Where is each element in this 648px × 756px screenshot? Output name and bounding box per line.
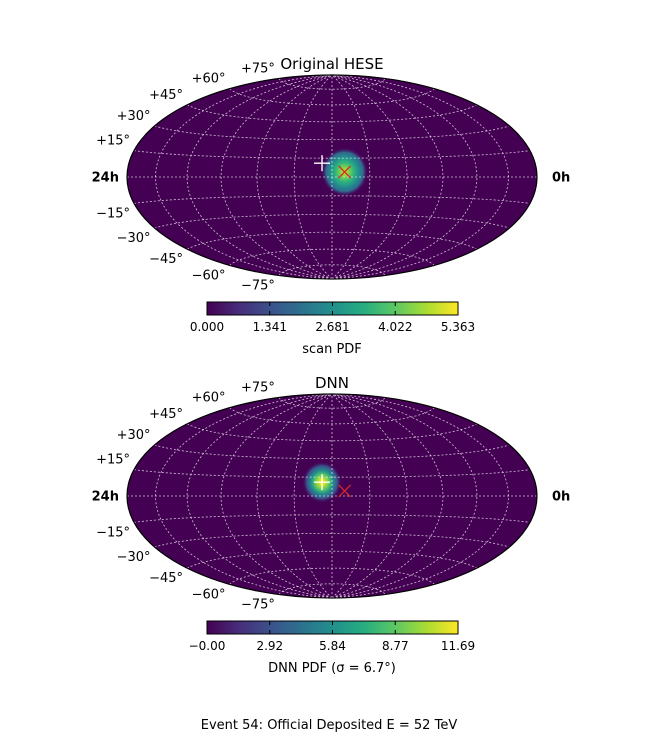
skymap-panel-original-hese: Original HESE 24h 0h +75° +60° +45° +30° +15… bbox=[92, 55, 571, 357]
dec-tick-labels: +75° +60° +45° +30° +15° −15° −30° −45° −60° −75° bbox=[96, 62, 275, 294]
colorbar-tick-label: 11.69 bbox=[441, 639, 475, 653]
colorbar-tick-label: −0.00 bbox=[189, 639, 226, 653]
dec-tick-label: +75° bbox=[241, 62, 275, 77]
dec-tick-label: −45° bbox=[149, 571, 183, 586]
colorbar: 0.000 1.341 2.681 4.022 5.363 scan PDF bbox=[190, 301, 475, 357]
red-x-marker bbox=[338, 165, 352, 179]
grid-meridian bbox=[155, 394, 333, 598]
dec-tick-label: −75° bbox=[241, 598, 275, 613]
map-outline bbox=[126, 74, 538, 280]
colorbar-label: DNN PDF (σ = 6.7°) bbox=[268, 661, 396, 676]
grid-meridian bbox=[220, 394, 333, 598]
colorbar-tick-label: 1.341 bbox=[253, 320, 287, 334]
grid-meridian bbox=[331, 394, 509, 598]
dec-tick-label: +75° bbox=[241, 381, 275, 396]
colorbar-tick-label: 5.84 bbox=[319, 639, 346, 653]
colorbar-tick-label: 2.92 bbox=[256, 639, 283, 653]
dec-tick-label: −60° bbox=[192, 587, 226, 602]
graticule bbox=[127, 394, 537, 598]
ra-label-left: 24h bbox=[92, 171, 119, 186]
colorbar: −0.00 2.92 5.84 8.77 11.69 DNN PDF (σ = 6.7°… bbox=[189, 620, 475, 676]
dec-tick-label: −15° bbox=[96, 525, 130, 540]
grid-meridian bbox=[220, 75, 333, 279]
grid-meridian bbox=[331, 394, 444, 598]
grid-meridian bbox=[293, 394, 333, 598]
dec-tick-label: +15° bbox=[96, 453, 130, 468]
ra-label-right: 0h bbox=[552, 490, 570, 505]
dec-tick-label: +15° bbox=[96, 134, 130, 149]
grid-meridian bbox=[256, 75, 333, 279]
panel-title: DNN bbox=[315, 374, 349, 392]
dec-tick-label: +45° bbox=[149, 407, 183, 422]
dec-tick-label: −60° bbox=[192, 268, 226, 283]
grid-meridian bbox=[331, 394, 408, 598]
grid-parallel bbox=[229, 88, 435, 106]
skymap-panel-dnn: DNN 24h 0h +75° +60° +45° +30° +15° −15° −30° −… bbox=[92, 374, 571, 676]
map-outline bbox=[126, 393, 538, 599]
dec-tick-label: −45° bbox=[149, 252, 183, 267]
dec-tick-label: −30° bbox=[117, 550, 151, 565]
colorbar-tick-label: 8.77 bbox=[382, 639, 409, 653]
white-plus-marker bbox=[314, 155, 331, 172]
skymap-plot bbox=[126, 393, 538, 599]
map-content bbox=[127, 75, 537, 279]
grid-meridian bbox=[331, 394, 371, 598]
ra-label-left: 24h bbox=[92, 490, 119, 505]
dec-tick-label: −30° bbox=[117, 231, 151, 246]
colorbar-tick-label: 0.000 bbox=[190, 320, 224, 334]
colorbar-label: scan PDF bbox=[302, 342, 362, 357]
grid-meridian bbox=[155, 75, 333, 279]
graticule bbox=[127, 75, 537, 279]
grid-meridian bbox=[331, 75, 371, 279]
dec-tick-label: −75° bbox=[241, 279, 275, 294]
white-plus-marker bbox=[314, 474, 331, 491]
figure-caption: Event 54: Official Deposited E = 52 TeV bbox=[201, 718, 458, 733]
grid-parallel bbox=[229, 407, 435, 425]
dec-tick-label: +60° bbox=[192, 391, 226, 406]
dec-tick-label: +60° bbox=[192, 72, 226, 87]
dec-tick-label: +45° bbox=[149, 88, 183, 103]
colorbar-ticks: 0.000 1.341 2.681 4.022 5.363 bbox=[190, 302, 475, 334]
dec-tick-label: +30° bbox=[117, 428, 151, 443]
red-x-marker bbox=[338, 484, 352, 498]
colorbar-tick-label: 4.022 bbox=[378, 320, 412, 334]
grid-meridian bbox=[331, 75, 408, 279]
dec-tick-labels: +75° +60° +45° +30° +15° −15° −30° −45° −60° −75° bbox=[96, 381, 275, 613]
panel-title: Original HESE bbox=[280, 55, 383, 73]
colorbar-tick-label: 5.363 bbox=[441, 320, 475, 334]
dec-tick-label: +30° bbox=[117, 109, 151, 124]
grid-meridian bbox=[256, 394, 333, 598]
colorbar-tick-label: 2.681 bbox=[315, 320, 349, 334]
grid-meridian bbox=[331, 75, 509, 279]
skymap-plot bbox=[126, 74, 538, 280]
dec-tick-label: −15° bbox=[96, 206, 130, 221]
ra-label-right: 0h bbox=[552, 171, 570, 186]
colorbar-ticks: −0.00 2.92 5.84 8.77 11.69 bbox=[189, 621, 475, 653]
grid-meridian bbox=[293, 75, 333, 279]
grid-meridian bbox=[331, 75, 444, 279]
